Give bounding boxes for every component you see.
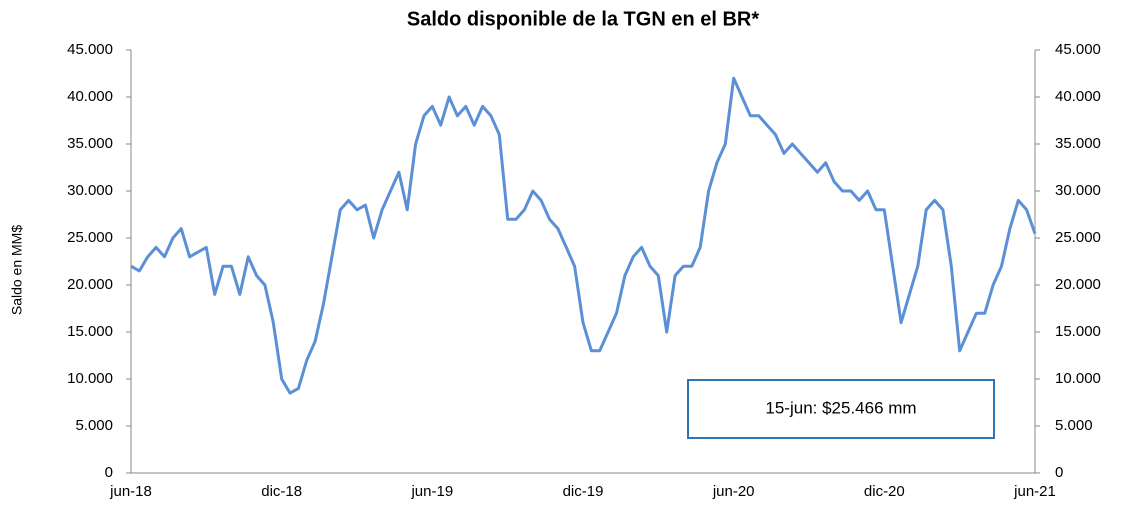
annotation-box [687,379,995,439]
y2-tick-label: 0 [1055,464,1063,481]
y2-tick-label: 45.000 [1055,41,1101,58]
y-tick-label: 5.000 [75,417,113,434]
y-tick-label: 10.000 [67,370,113,387]
y-tick-label: 20.000 [67,276,113,293]
y-axis-label: Saldo en MM$ [9,225,25,315]
x-tick-label: jun-20 [712,483,755,500]
y2-tick-label: 30.000 [1055,182,1101,199]
y2-tick-label: 25.000 [1055,229,1101,246]
y-tick-label: 45.000 [67,41,113,58]
y2-tick-label: 40.000 [1055,88,1101,105]
y-tick-label: 35.000 [67,135,113,152]
x-tick-label: jun-19 [410,483,453,500]
x-tick-label: jun-21 [1013,483,1056,500]
y-tick-label: 15.000 [67,323,113,340]
y2-tick-label: 10.000 [1055,370,1101,387]
y2-tick-label: 35.000 [1055,135,1101,152]
chart-title: Saldo disponible de la TGN en el BR* [407,8,759,30]
x-tick-label: dic-20 [864,483,905,500]
y-tick-label: 25.000 [67,229,113,246]
annotation: 15-jun: $25.466 mm [765,398,916,417]
y-tick-label: 40.000 [67,88,113,105]
y2-tick-label: 20.000 [1055,276,1101,293]
x-tick-label: dic-18 [261,483,302,500]
data-line [130,76,1037,395]
y-tick-label: 30.000 [67,182,113,199]
x-tick-label: dic-19 [563,483,604,500]
y2-tick-label: 5.000 [1055,417,1093,434]
x-tick-label: jun-18 [109,483,152,500]
y2-tick-label: 15.000 [1055,323,1101,340]
y-tick-label: 0 [105,464,113,481]
